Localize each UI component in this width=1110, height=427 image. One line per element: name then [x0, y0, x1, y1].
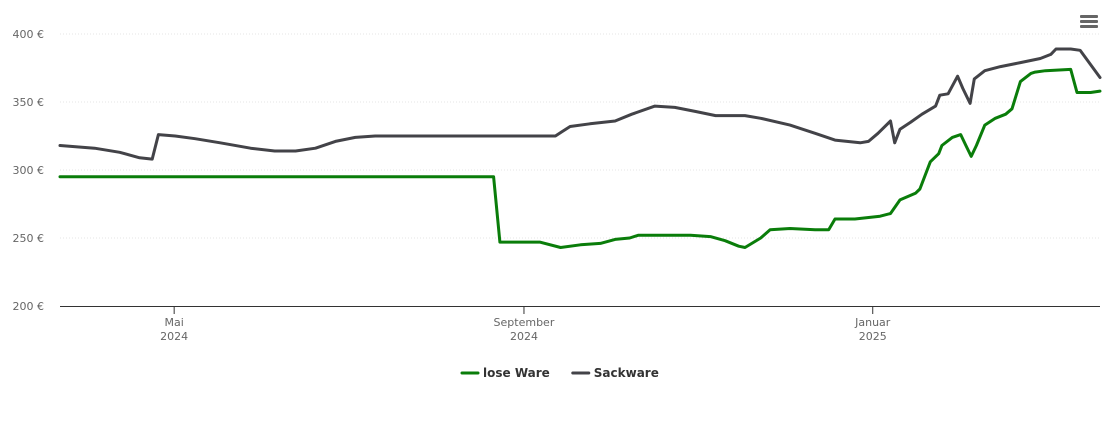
y-tick-label: 250 € [13, 232, 45, 245]
legend-label: Sackware [594, 366, 659, 380]
y-tick-label: 350 € [13, 96, 45, 109]
legend-item[interactable]: lose Ware [460, 366, 550, 380]
x-tick-label: Mai 2024 [160, 316, 188, 343]
menu-bar [1080, 25, 1098, 28]
x-tick-label: Januar 2025 [854, 316, 891, 343]
series-line [58, 47, 1102, 161]
y-tick-label: 200 € [13, 300, 45, 313]
legend: lose Ware Sackware [460, 366, 659, 380]
menu-bar [1080, 15, 1098, 18]
series-line [58, 67, 1102, 249]
legend-item[interactable]: Sackware [571, 366, 659, 380]
x-tick-label: September 2024 [494, 316, 555, 343]
y-tick-label: 300 € [13, 164, 45, 177]
menu-button[interactable] [1080, 15, 1098, 28]
y-tick-label: 400 € [13, 28, 45, 41]
legend-label: lose Ware [483, 366, 550, 380]
menu-bar [1080, 20, 1098, 23]
